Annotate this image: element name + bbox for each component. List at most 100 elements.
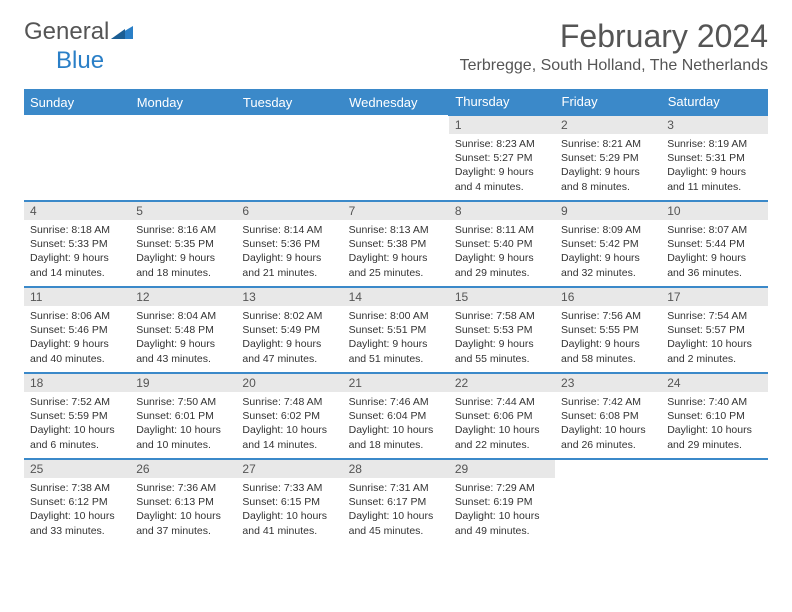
day-number: 10	[661, 202, 767, 220]
day-body: Sunrise: 8:09 AMSunset: 5:42 PMDaylight:…	[555, 220, 661, 283]
day-daylight1: Daylight: 10 hours	[30, 509, 124, 523]
day-cell: 17Sunrise: 7:54 AMSunset: 5:57 PMDayligh…	[661, 287, 767, 373]
day-daylight2: and 26 minutes.	[561, 438, 655, 452]
month-title: February 2024	[460, 18, 768, 55]
day-sunset: Sunset: 6:08 PM	[561, 409, 655, 423]
day-sunrise: Sunrise: 7:54 AM	[667, 309, 761, 323]
day-daylight2: and 14 minutes.	[30, 266, 124, 280]
day-sunset: Sunset: 5:42 PM	[561, 237, 655, 251]
day-daylight1: Daylight: 9 hours	[455, 251, 549, 265]
day-daylight1: Daylight: 9 hours	[136, 251, 230, 265]
day-daylight2: and 8 minutes.	[561, 180, 655, 194]
day-cell: 6Sunrise: 8:14 AMSunset: 5:36 PMDaylight…	[236, 201, 342, 287]
empty-cell	[130, 115, 236, 201]
day-daylight1: Daylight: 9 hours	[561, 337, 655, 351]
day-sunrise: Sunrise: 8:00 AM	[349, 309, 443, 323]
day-cell: 27Sunrise: 7:33 AMSunset: 6:15 PMDayligh…	[236, 459, 342, 545]
day-body: Sunrise: 8:13 AMSunset: 5:38 PMDaylight:…	[343, 220, 449, 283]
day-sunset: Sunset: 5:38 PM	[349, 237, 443, 251]
day-number: 2	[555, 116, 661, 134]
day-sunrise: Sunrise: 7:40 AM	[667, 395, 761, 409]
logo-text-general: General	[24, 18, 109, 46]
day-number: 14	[343, 288, 449, 306]
day-sunrise: Sunrise: 7:48 AM	[242, 395, 336, 409]
day-sunrise: Sunrise: 7:44 AM	[455, 395, 549, 409]
day-daylight1: Daylight: 10 hours	[30, 423, 124, 437]
day-daylight1: Daylight: 10 hours	[561, 423, 655, 437]
day-body: Sunrise: 7:58 AMSunset: 5:53 PMDaylight:…	[449, 306, 555, 369]
day-cell: 10Sunrise: 8:07 AMSunset: 5:44 PMDayligh…	[661, 201, 767, 287]
day-number: 15	[449, 288, 555, 306]
day-daylight1: Daylight: 10 hours	[667, 423, 761, 437]
day-body: Sunrise: 7:29 AMSunset: 6:19 PMDaylight:…	[449, 478, 555, 541]
day-number: 19	[130, 374, 236, 392]
day-daylight2: and 32 minutes.	[561, 266, 655, 280]
day-sunrise: Sunrise: 7:58 AM	[455, 309, 549, 323]
day-number: 18	[24, 374, 130, 392]
day-number: 3	[661, 116, 767, 134]
day-daylight2: and 37 minutes.	[136, 524, 230, 538]
calendar-row: 1Sunrise: 8:23 AMSunset: 5:27 PMDaylight…	[24, 115, 768, 201]
day-sunset: Sunset: 6:02 PM	[242, 409, 336, 423]
day-sunset: Sunset: 6:01 PM	[136, 409, 230, 423]
day-number: 23	[555, 374, 661, 392]
day-sunset: Sunset: 5:33 PM	[30, 237, 124, 251]
day-body: Sunrise: 7:56 AMSunset: 5:55 PMDaylight:…	[555, 306, 661, 369]
day-daylight1: Daylight: 9 hours	[667, 251, 761, 265]
day-daylight1: Daylight: 9 hours	[455, 337, 549, 351]
day-sunrise: Sunrise: 7:33 AM	[242, 481, 336, 495]
day-sunrise: Sunrise: 8:02 AM	[242, 309, 336, 323]
weekday-header-row: SundayMondayTuesdayWednesdayThursdayFrid…	[24, 89, 768, 115]
day-daylight2: and 10 minutes.	[136, 438, 230, 452]
day-sunrise: Sunrise: 8:18 AM	[30, 223, 124, 237]
day-number: 11	[24, 288, 130, 306]
day-body: Sunrise: 7:52 AMSunset: 5:59 PMDaylight:…	[24, 392, 130, 455]
day-number: 9	[555, 202, 661, 220]
day-sunrise: Sunrise: 7:36 AM	[136, 481, 230, 495]
day-number: 29	[449, 460, 555, 478]
day-sunrise: Sunrise: 8:06 AM	[30, 309, 124, 323]
day-body: Sunrise: 7:48 AMSunset: 6:02 PMDaylight:…	[236, 392, 342, 455]
day-body: Sunrise: 7:31 AMSunset: 6:17 PMDaylight:…	[343, 478, 449, 541]
day-daylight2: and 11 minutes.	[667, 180, 761, 194]
day-number: 25	[24, 460, 130, 478]
calendar-table: SundayMondayTuesdayWednesdayThursdayFrid…	[24, 89, 768, 545]
empty-cell	[343, 115, 449, 201]
day-daylight1: Daylight: 10 hours	[349, 423, 443, 437]
day-body: Sunrise: 8:02 AMSunset: 5:49 PMDaylight:…	[236, 306, 342, 369]
calendar-row: 11Sunrise: 8:06 AMSunset: 5:46 PMDayligh…	[24, 287, 768, 373]
day-daylight1: Daylight: 9 hours	[30, 251, 124, 265]
day-daylight2: and 29 minutes.	[455, 266, 549, 280]
day-cell: 28Sunrise: 7:31 AMSunset: 6:17 PMDayligh…	[343, 459, 449, 545]
day-sunrise: Sunrise: 8:14 AM	[242, 223, 336, 237]
day-body: Sunrise: 8:18 AMSunset: 5:33 PMDaylight:…	[24, 220, 130, 283]
day-sunset: Sunset: 6:13 PM	[136, 495, 230, 509]
day-sunrise: Sunrise: 7:29 AM	[455, 481, 549, 495]
day-daylight1: Daylight: 9 hours	[667, 165, 761, 179]
day-daylight2: and 18 minutes.	[136, 266, 230, 280]
day-number: 6	[236, 202, 342, 220]
day-daylight1: Daylight: 10 hours	[455, 509, 549, 523]
day-daylight2: and 21 minutes.	[242, 266, 336, 280]
empty-cell	[236, 115, 342, 201]
day-daylight1: Daylight: 9 hours	[349, 337, 443, 351]
day-sunset: Sunset: 5:57 PM	[667, 323, 761, 337]
day-cell: 8Sunrise: 8:11 AMSunset: 5:40 PMDaylight…	[449, 201, 555, 287]
day-body: Sunrise: 8:04 AMSunset: 5:48 PMDaylight:…	[130, 306, 236, 369]
day-sunrise: Sunrise: 7:31 AM	[349, 481, 443, 495]
day-number: 22	[449, 374, 555, 392]
day-body: Sunrise: 8:16 AMSunset: 5:35 PMDaylight:…	[130, 220, 236, 283]
weekday-header: Tuesday	[236, 89, 342, 115]
day-body: Sunrise: 7:38 AMSunset: 6:12 PMDaylight:…	[24, 478, 130, 541]
day-body: Sunrise: 8:19 AMSunset: 5:31 PMDaylight:…	[661, 134, 767, 197]
weekday-header: Saturday	[661, 89, 767, 115]
day-daylight1: Daylight: 10 hours	[242, 509, 336, 523]
day-sunrise: Sunrise: 7:42 AM	[561, 395, 655, 409]
day-daylight2: and 6 minutes.	[30, 438, 124, 452]
day-daylight1: Daylight: 9 hours	[136, 337, 230, 351]
day-cell: 21Sunrise: 7:46 AMSunset: 6:04 PMDayligh…	[343, 373, 449, 459]
day-daylight1: Daylight: 9 hours	[561, 251, 655, 265]
weekday-header: Friday	[555, 89, 661, 115]
day-sunrise: Sunrise: 8:07 AM	[667, 223, 761, 237]
day-sunrise: Sunrise: 8:13 AM	[349, 223, 443, 237]
